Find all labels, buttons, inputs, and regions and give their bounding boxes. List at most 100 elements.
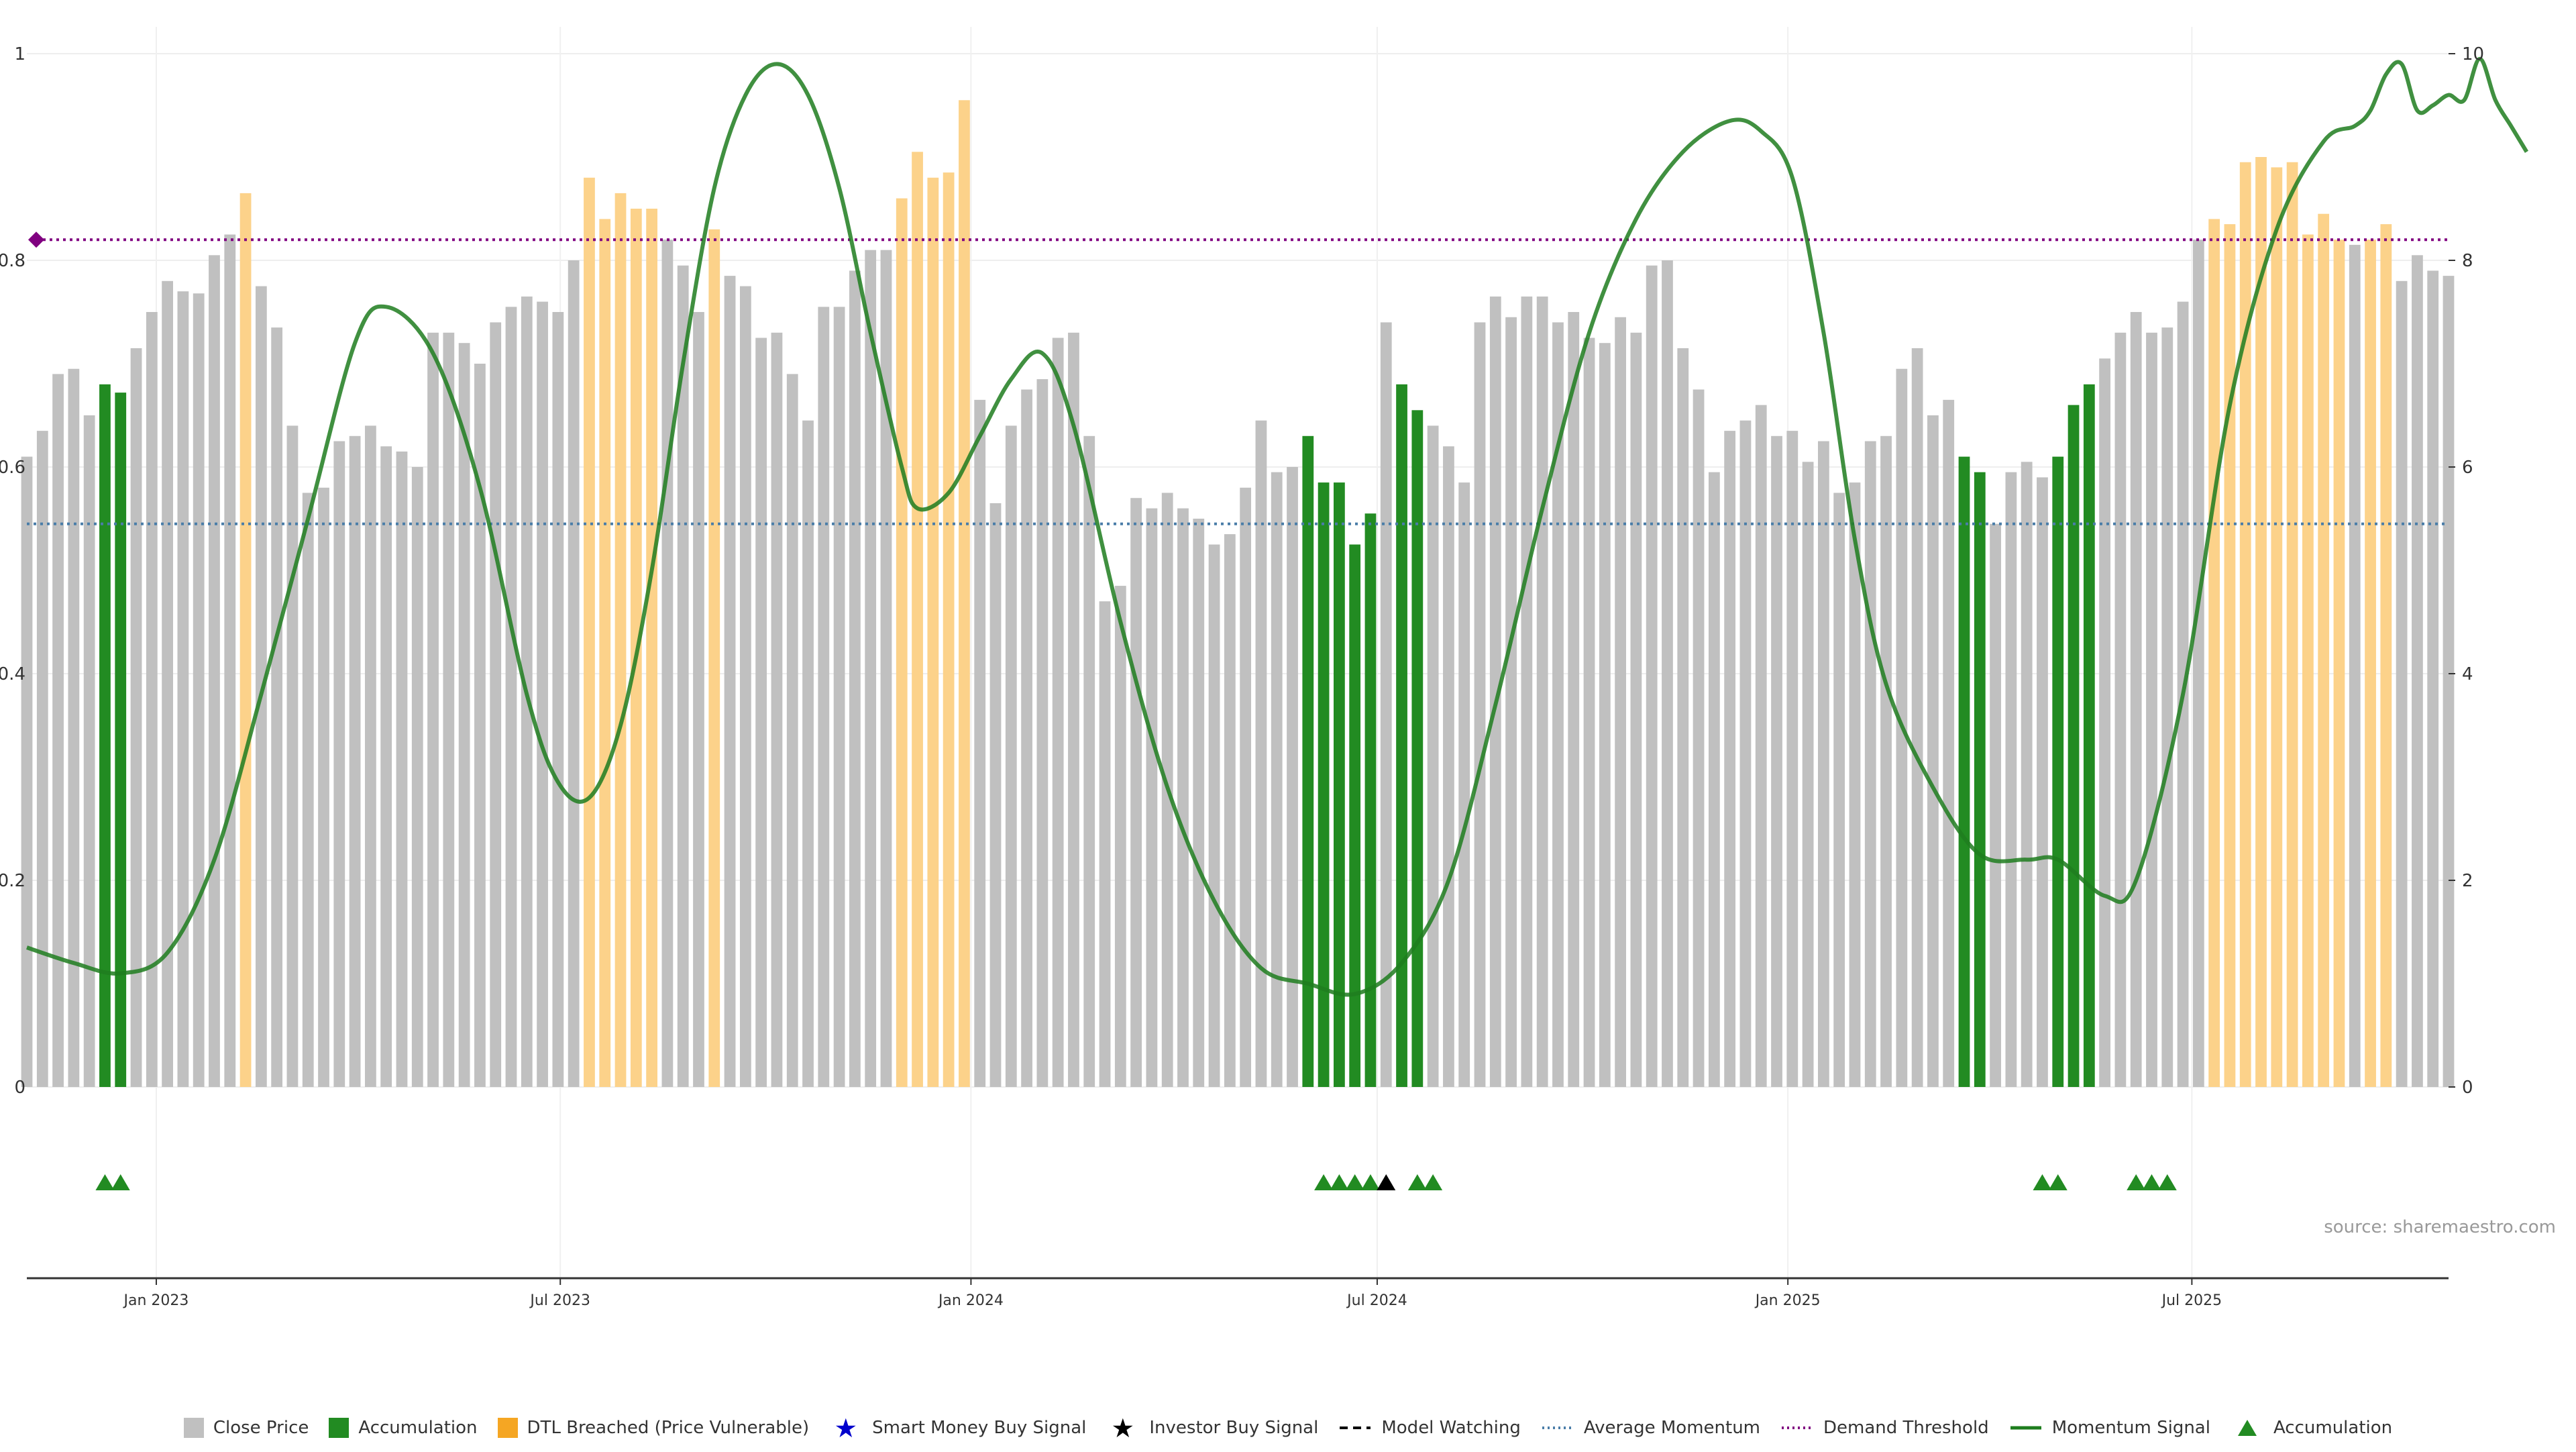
bar-gray: [661, 240, 674, 1088]
momentum-signal-line: [26, 56, 2529, 997]
legend-square-icon: [329, 1418, 350, 1438]
legend-label: DTL Breached (Price Vulnerable): [527, 1418, 810, 1438]
bar-orange: [708, 229, 720, 1087]
bar-green: [99, 384, 111, 1087]
bar-gray: [68, 368, 80, 1088]
bar-gray: [427, 332, 439, 1087]
bar-gray: [1583, 338, 1595, 1087]
bar-gray: [2099, 358, 2110, 1087]
accumulation-marker: [2127, 1174, 2146, 1190]
bar-gray: [1083, 435, 1095, 1087]
bar-orange: [896, 198, 908, 1088]
x-tick-label: Jan 2023: [123, 1292, 189, 1309]
bar-orange: [2286, 162, 2298, 1088]
bar-green: [1318, 482, 1330, 1087]
bar-gray: [2114, 332, 2127, 1087]
bar-gray: [333, 441, 345, 1087]
bar-gray: [365, 425, 376, 1087]
bar-gray: [1380, 322, 1392, 1087]
demand-threshold-marker: [28, 231, 44, 248]
x-tick-label: Jan 2024: [937, 1292, 1004, 1309]
bar-orange: [646, 209, 657, 1087]
bar-gray: [880, 250, 892, 1088]
bar-orange: [2365, 240, 2376, 1088]
bar-gray: [1771, 435, 1782, 1087]
legend-triangle-icon: [2237, 1420, 2257, 1436]
bar-gray: [1521, 296, 1533, 1087]
legend-label: Investor Buy Signal: [1149, 1418, 1319, 1438]
bar-gray: [1677, 348, 1689, 1087]
bar-gray: [1536, 296, 1548, 1087]
bar-green: [1958, 456, 1970, 1087]
legend-dot-icon: [1542, 1427, 1573, 1429]
bar-green: [1334, 482, 1345, 1087]
bar-gray: [677, 265, 689, 1088]
bar-gray: [1255, 420, 1267, 1087]
bar-orange: [2380, 224, 2392, 1088]
bar-gray: [2161, 327, 2174, 1088]
legend-item: Demand Threshold: [1780, 1418, 1989, 1438]
bar-gray: [1864, 441, 1876, 1087]
legend-item: Investor Buy Signal: [1106, 1418, 1318, 1438]
bar-gray: [1489, 296, 1501, 1087]
legend-label: Accumulation: [358, 1418, 478, 1438]
y-right-tick-label: 4: [2462, 664, 2473, 684]
bar-gray: [1990, 523, 2001, 1087]
legend-label: Model Watching: [1381, 1418, 1521, 1438]
y-right-tick-label: 8: [2462, 251, 2473, 271]
bar-gray: [1708, 472, 1720, 1087]
bar-orange: [2333, 240, 2345, 1088]
bar-green: [2083, 384, 2095, 1087]
bar-gray: [771, 332, 783, 1087]
bar-gray: [396, 451, 408, 1087]
bar-gray: [1630, 332, 1642, 1087]
bar-gray: [177, 291, 189, 1088]
bar-gray: [146, 312, 158, 1087]
legend-dot-icon: [1782, 1427, 1813, 1429]
bar-gray: [802, 420, 814, 1087]
bar-gray: [1068, 332, 1079, 1087]
bar-orange: [943, 172, 955, 1088]
y-left-tick-label: 0.8: [0, 251, 25, 271]
bar-gray: [2349, 244, 2361, 1087]
legend-item: Accumulation: [2231, 1418, 2392, 1438]
x-tick-label: Jul 2024: [1346, 1292, 1407, 1309]
bar-gray: [1271, 472, 1283, 1087]
accumulation-marker: [95, 1174, 115, 1190]
bar-gray: [474, 364, 486, 1087]
bar-gray: [2192, 240, 2204, 1088]
bar-gray: [1443, 446, 1454, 1087]
y-left-tick-label: 0.2: [0, 871, 25, 891]
legend-star-icon: [836, 1418, 856, 1438]
bar-gray: [1880, 435, 1892, 1087]
bar-gray: [989, 503, 1002, 1087]
bar-gray: [2443, 276, 2455, 1088]
legend-square-icon: [183, 1418, 204, 1438]
bar-orange: [2239, 162, 2251, 1088]
y-right-tick-label: 6: [2462, 458, 2473, 478]
accumulation-marker: [1345, 1174, 1364, 1190]
accumulation-marker: [1360, 1174, 1380, 1190]
accumulation-marker: [1424, 1174, 1443, 1190]
bar-gray: [1130, 498, 1142, 1087]
bar-gray: [1146, 508, 1158, 1087]
bar-gray: [1021, 389, 1032, 1087]
bar-gray: [193, 293, 205, 1087]
y-left-tick-label: 0: [14, 1078, 25, 1098]
chart-legend: Close Price Accumulation DTL Breached (Pri…: [0, 1414, 2576, 1441]
bar-gray: [52, 374, 64, 1087]
bar-gray: [271, 327, 283, 1088]
legend-label: Demand Threshold: [1823, 1418, 1989, 1438]
bar-gray: [1208, 544, 1220, 1087]
bar-gray: [974, 399, 986, 1087]
bar-gray: [1943, 399, 1955, 1087]
legend-label: Close Price: [213, 1418, 309, 1438]
bar-gray: [2412, 255, 2423, 1087]
bar-green: [1411, 410, 1424, 1087]
bar-gray: [1739, 420, 1752, 1087]
bar-gray: [739, 286, 751, 1087]
bar-gray: [209, 255, 220, 1087]
bar-gray: [1036, 379, 1049, 1087]
y-left-tick-label: 1: [14, 44, 25, 64]
bar-green: [2052, 456, 2064, 1087]
